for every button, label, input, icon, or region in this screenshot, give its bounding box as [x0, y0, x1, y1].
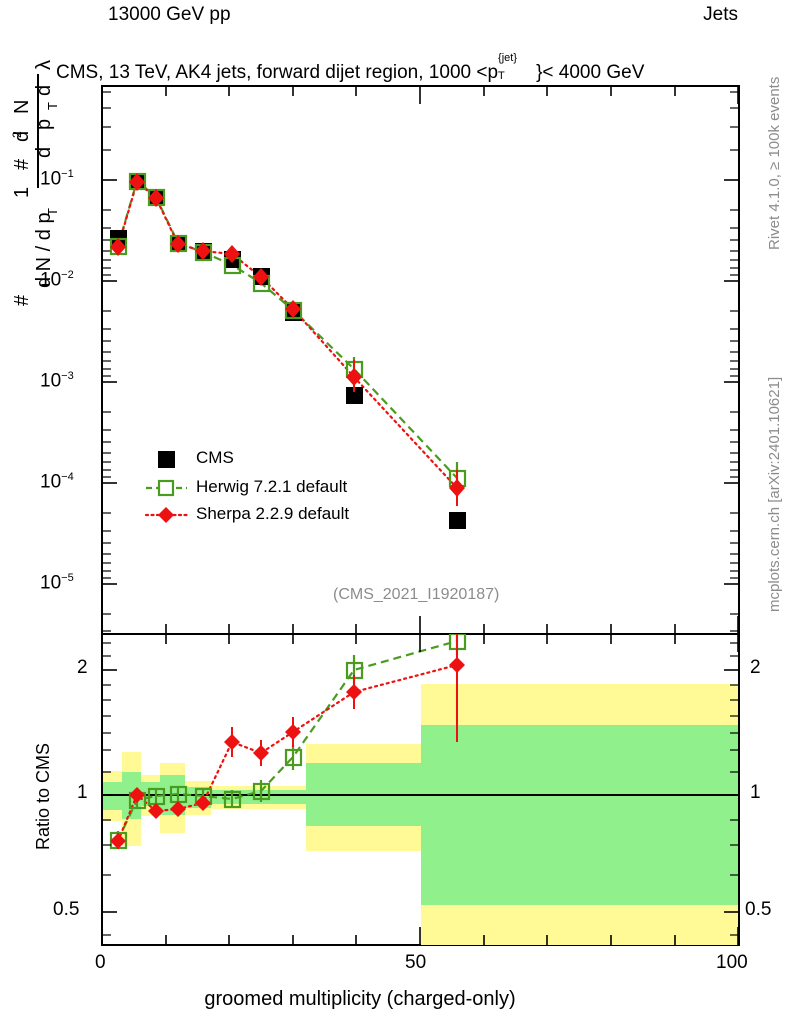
ratio-y-tick-1-left: 1 — [77, 782, 88, 803]
plot-title-main: CMS, 13 TeV, AK4 jets, forward dijet reg… — [56, 62, 499, 83]
ratio-x-ticks — [101, 634, 739, 945]
main-plot-frame — [101, 85, 740, 635]
plot-title: CMS, 13 TeV, AK4 jets, forward dijet reg… — [56, 52, 645, 84]
x-tick-label-50: 50 — [405, 952, 427, 973]
ratio-y-tick-05-left: 0.5 — [53, 899, 80, 920]
series-markers-herwig — [109, 172, 467, 492]
svg-text:N: N — [11, 100, 33, 114]
y-tick-label-1e-1: 10−1 — [40, 168, 74, 190]
analysis-watermark: (CMS_2021_I1920187) — [333, 586, 500, 603]
x-axis-label: groomed multiplicity (charged-only) — [204, 988, 516, 1010]
ratio-y-tick-2-right: 2 — [750, 657, 761, 678]
x-tick-label-0: 0 — [95, 952, 106, 973]
y-tick-label-1e-2: 10−2 — [40, 269, 74, 291]
svg-text:d: d — [11, 131, 33, 142]
ratio-y-tick-2-left: 2 — [77, 657, 88, 678]
plot-legend — [144, 451, 189, 523]
legend-label-cms: CMS — [196, 448, 234, 467]
ratio-y-tick-1-right: 1 — [750, 782, 761, 803]
svg-text:d: d — [33, 85, 55, 96]
svg-text:1: 1 — [11, 187, 33, 198]
main-y-ticks — [102, 91, 739, 632]
ratio-y-ticks — [102, 642, 739, 936]
y-tick-label-1e-4: 10−4 — [40, 471, 74, 493]
header-left: 13000 GeV pp — [108, 4, 231, 25]
svg-text:2: 2 — [10, 131, 24, 138]
y-axis-label-main: # d N / d p T 1 # d d p T d λ N 2 — [10, 38, 60, 308]
svg-text:d: d — [33, 147, 55, 158]
main-x-ticks — [101, 86, 739, 634]
ratio-y-tick-05-right: 0.5 — [745, 899, 772, 920]
ratio-y-axis-label: Ratio to CMS — [33, 742, 53, 850]
plot-title-tail: }< 4000 GeV — [536, 62, 645, 83]
x-tick-label-100: 100 — [716, 952, 748, 973]
header-right: Jets — [703, 4, 738, 25]
svg-text:p: p — [33, 119, 55, 130]
plot-title-sub: {jet} T {jet} — [498, 52, 517, 82]
svg-text:T: T — [45, 102, 60, 110]
series-markers-cms — [110, 173, 466, 529]
y-tick-label-1e-3: 10−3 — [40, 370, 74, 392]
svg-text:d N / d p: d N / d p — [33, 212, 55, 288]
ratio-line-sherpa — [116, 663, 459, 843]
legend-marker-cms — [158, 451, 175, 468]
series-markers-sherpa — [110, 173, 465, 506]
svg-text:T: T — [45, 208, 60, 216]
legend-label-herwig: Herwig 7.2.1 default — [196, 477, 348, 496]
ratio-band-inner — [103, 725, 738, 905]
legend-marker-sherpa — [144, 507, 189, 523]
legend-marker-herwig — [146, 479, 187, 497]
y-tick-label-1e-5: 10−5 — [40, 572, 74, 594]
svg-text:λ: λ — [33, 60, 55, 70]
svg-text:#: # — [11, 158, 33, 170]
legend-label-sherpa: Sherpa 2.2.9 default — [196, 504, 350, 523]
ratio-line-herwig — [117, 639, 458, 841]
ratio-markers-sherpa — [110, 634, 465, 849]
series-line-sherpa — [116, 180, 459, 490]
svg-text:#: # — [11, 294, 33, 306]
